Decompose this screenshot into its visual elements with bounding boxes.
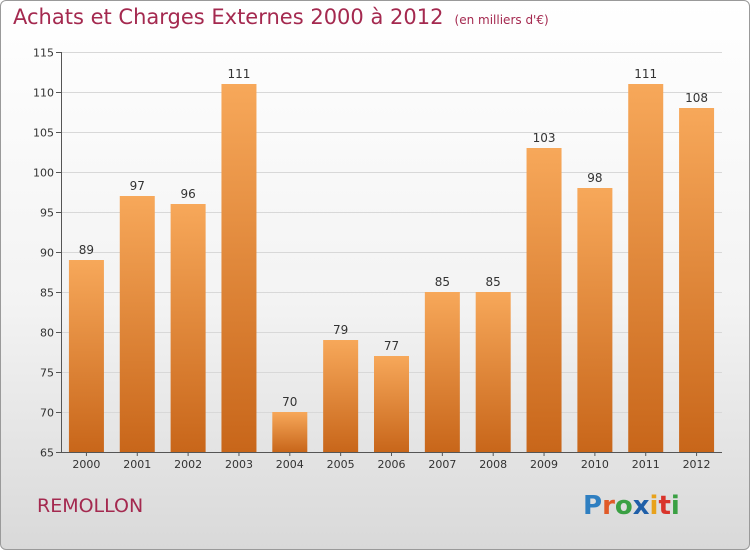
bar [221, 84, 257, 452]
x-tick-label: 2003 [225, 458, 253, 471]
bar-value-label: 111 [228, 67, 251, 81]
y-axis: 65 70 75 80 85 90 95 100 105 110 115 [33, 47, 62, 460]
x-tick-label: 2004 [276, 458, 304, 471]
y-tick-label: 65 [40, 447, 54, 460]
chart-title-unit: (en milliers d'€) [454, 13, 549, 27]
proxiti-logo[interactable]: Proxiti [583, 491, 680, 521]
bar [679, 108, 715, 452]
logo-letter: i [670, 491, 680, 521]
x-axis: 2000 2001 2002 2003 2004 2005 2006 2007 2008 2009… [61, 452, 722, 471]
bar-value-label: 96 [180, 187, 195, 201]
y-tick-label: 90 [40, 247, 54, 260]
bar-value-label: 97 [130, 179, 145, 193]
y-tick-label: 70 [40, 407, 54, 420]
bar [68, 260, 104, 452]
chart-title: Achats et Charges Externes 2000 à 2012 (… [13, 5, 549, 29]
bar [119, 196, 155, 452]
bars: 89 97 96 111 70 79 77 85 85 103 98 111 108 [68, 67, 715, 452]
x-tick-label: 2001 [123, 458, 151, 471]
y-tick-label: 95 [40, 207, 54, 220]
bar [170, 204, 206, 452]
bar-value-label: 70 [282, 395, 297, 409]
bar-value-label: 111 [634, 67, 657, 81]
y-tick-label: 115 [33, 47, 54, 60]
town-name: REMOLLON [37, 495, 144, 517]
bar [424, 292, 460, 452]
x-tick-label: 2010 [581, 458, 609, 471]
x-tick-label: 2008 [479, 458, 507, 471]
logo-letter: P [583, 491, 603, 521]
bar-value-label: 108 [685, 91, 708, 105]
bar-value-label: 79 [333, 323, 348, 337]
bar [526, 148, 562, 452]
logo-letter: t [658, 491, 671, 521]
x-tick-label: 2009 [530, 458, 558, 471]
chart-title-main: Achats et Charges Externes 2000 à 2012 [13, 5, 444, 29]
bar-value-label: 77 [384, 339, 399, 353]
bar-value-label: 85 [486, 275, 501, 289]
y-tick-label: 110 [33, 87, 54, 100]
bar-value-label: 85 [435, 275, 450, 289]
y-tick-label: 75 [40, 367, 54, 380]
bar-value-label: 98 [587, 171, 602, 185]
x-tick-label: 2005 [327, 458, 355, 471]
bar [272, 412, 308, 452]
bar [323, 340, 359, 452]
x-tick-label: 2002 [174, 458, 202, 471]
logo-letter: x [632, 491, 650, 521]
bar [374, 356, 409, 452]
bar-value-label: 103 [533, 131, 556, 145]
y-tick-label: 100 [33, 167, 54, 180]
bar [628, 84, 664, 452]
logo-letter: i [649, 491, 659, 521]
logo-letter: r [602, 491, 615, 521]
bar-value-label: 89 [79, 243, 94, 257]
y-tick-label: 105 [33, 127, 54, 140]
x-tick-label: 2011 [632, 458, 660, 471]
y-tick-label: 80 [40, 327, 54, 340]
bar [475, 292, 511, 452]
x-tick-label: 2006 [378, 458, 406, 471]
x-tick-label: 2000 [72, 458, 100, 471]
y-tick-label: 85 [40, 287, 54, 300]
bar [577, 188, 613, 452]
x-tick-label: 2007 [428, 458, 456, 471]
logo-letter: o [614, 491, 633, 521]
x-tick-label: 2012 [683, 458, 711, 471]
